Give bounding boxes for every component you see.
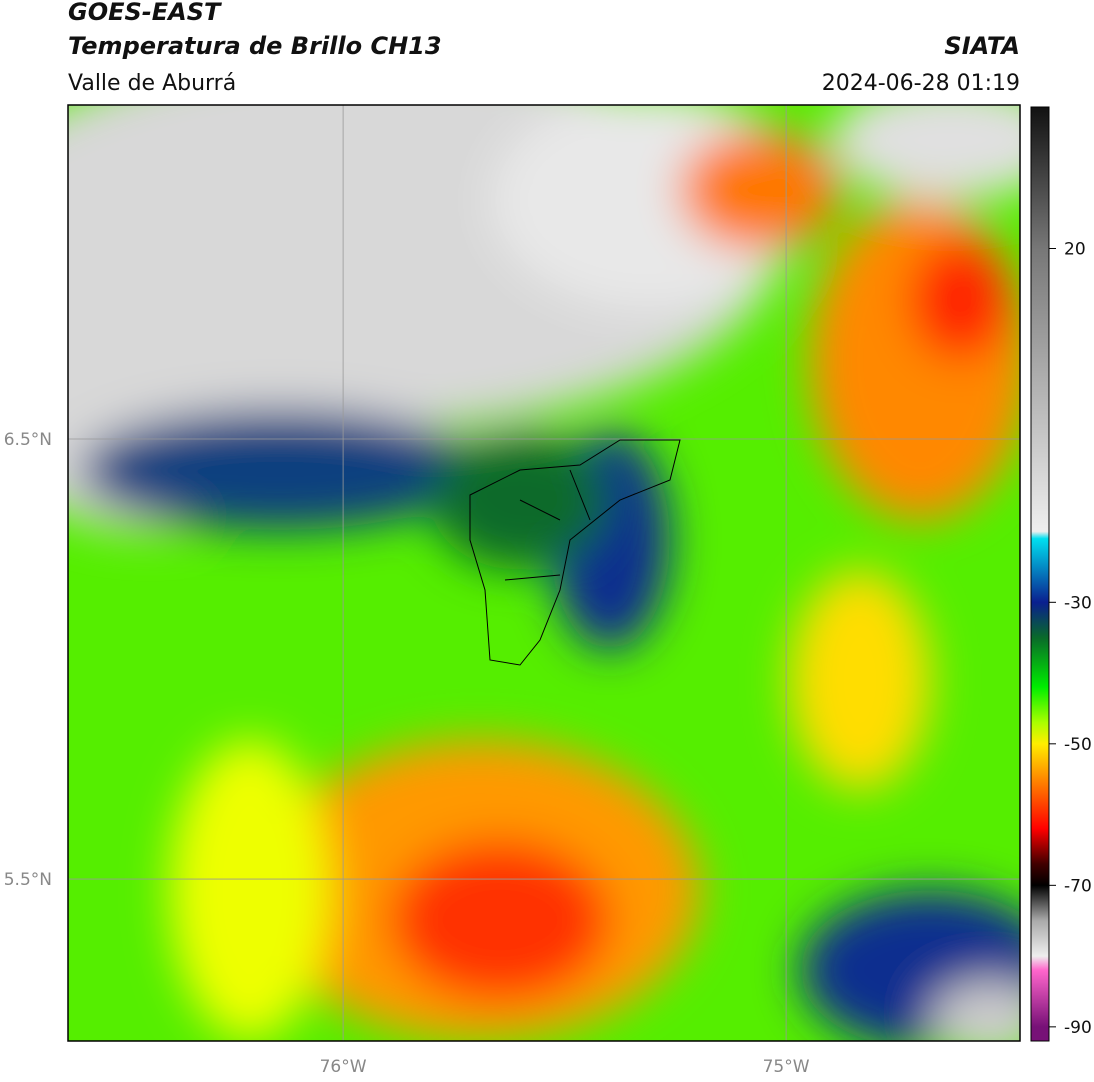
colorbar-tick-label: 20 [1064,240,1086,260]
colorbar-tick-label: -90 [1064,1018,1092,1038]
colorbar-tick-label: -30 [1064,593,1092,613]
lon-tick-label: 76°W [320,1057,367,1077]
municipal-boundaries [469,439,681,666]
colorbar [1030,106,1050,1042]
datetime: 2024-06-28 01:19 [822,71,1020,96]
map-frame [67,104,1021,1042]
subtitle: Temperatura de Brillo CH13 [68,32,442,60]
title: GOES-EAST [68,0,222,26]
colorbar-tick-label: -50 [1064,735,1092,755]
colorbar-tick-label: -70 [1064,876,1092,896]
lon-tick-label: 75°W [763,1057,810,1077]
lat-tick-label: 5.5°N [4,870,52,890]
lat-tick-label: 6.5°N [4,430,52,450]
region: Valle de Aburrá [68,71,236,96]
source: SIATA [944,32,1020,60]
satellite-image [68,105,1020,1041]
